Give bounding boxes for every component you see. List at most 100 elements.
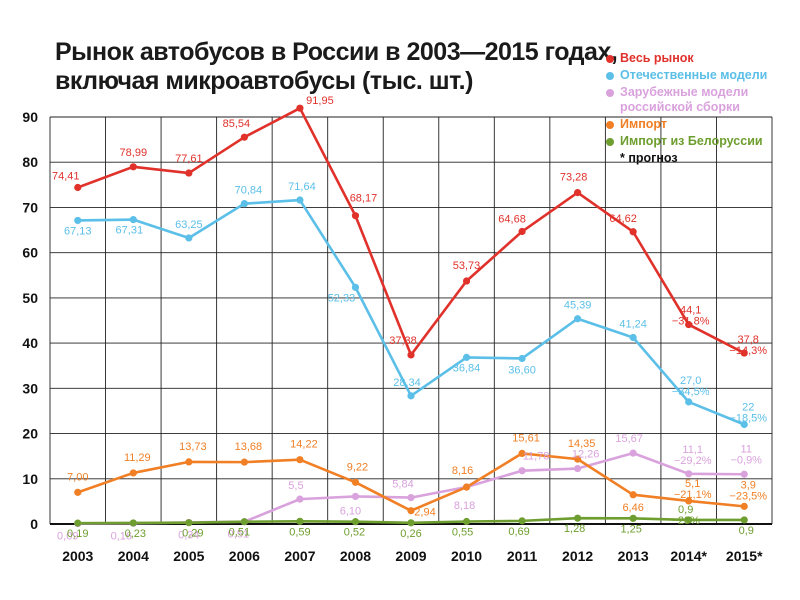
data-point (740, 502, 748, 510)
data-point (574, 455, 582, 463)
data-point (518, 517, 526, 525)
x-tick-label: 2015* (726, 548, 763, 564)
data-label: 9,22 (347, 461, 368, 473)
legend-marker-icon (606, 89, 614, 97)
data-label: 68,17 (350, 193, 378, 205)
y-tick-label: 40 (22, 335, 38, 351)
y-tick-label: 50 (22, 290, 38, 306)
series-lines (76, 106, 746, 525)
data-label: 41,24 (619, 319, 647, 331)
data-label: 0,26 (400, 528, 421, 540)
data-label: 14,35 (568, 438, 596, 450)
data-label: 28,34 (393, 377, 421, 389)
data-point (351, 492, 360, 501)
y-tick-label: 90 (22, 109, 38, 125)
data-label: 0,59 (289, 526, 310, 538)
data-point (740, 516, 748, 524)
data-point (296, 495, 304, 503)
data-labels: 74,41 78,99 77,61 85,54 91,95 68,17 37,38 53,73… (52, 95, 767, 542)
data-label: 44,1 −31,8% (672, 305, 710, 328)
data-point (74, 488, 82, 496)
data-point (129, 469, 137, 477)
data-label: 36,84 (453, 362, 481, 374)
legend-marker-icon (606, 72, 614, 80)
legend-marker-icon (606, 138, 614, 146)
data-point (518, 354, 526, 363)
y-tick-label: 0 (30, 516, 38, 532)
chart-title: Рынок автобусов в России в 2003—2015 год… (55, 38, 618, 96)
y-tick-label: 10 (22, 471, 38, 487)
x-tick-label: 2011 (507, 548, 538, 564)
data-label: 11,29 (124, 452, 151, 464)
data-point (685, 320, 693, 329)
data-point (74, 183, 82, 192)
data-point (462, 483, 471, 491)
data-point (629, 228, 637, 236)
chart-title-line-2: включая микроавтобусы (тыс. шт.) (55, 67, 473, 95)
data-point (462, 277, 471, 285)
data-label: 0,9 (739, 525, 754, 537)
data-point (685, 398, 693, 406)
data-point (407, 351, 415, 359)
data-label: 8,16 (452, 465, 473, 477)
legend-label: Зарубежные модели российской сборки (620, 85, 749, 114)
y-tick-label: 80 (22, 154, 38, 170)
data-label: 0,16 (111, 530, 132, 542)
data-label: 67,31 (116, 225, 144, 237)
data-label: 13,73 (179, 441, 207, 453)
data-label: 64,62 (609, 213, 637, 225)
data-label: 78,99 (120, 147, 148, 159)
data-label: 0,09 (57, 531, 78, 543)
data-label: 71,64 (288, 181, 316, 193)
data-label: 6,10 (340, 505, 361, 517)
data-point (407, 507, 415, 515)
data-point (407, 519, 415, 527)
x-tick-label: 2010 (451, 548, 482, 564)
x-tick-label: 2003 (62, 548, 93, 564)
legend-label: Импорт из Белоруссии (620, 134, 763, 148)
x-tick-label: 2009 (395, 548, 426, 564)
data-point (185, 234, 193, 242)
data-point (296, 517, 304, 525)
x-tick-label: 2012 (562, 548, 593, 564)
data-point (518, 467, 526, 475)
data-label: 0,34 (178, 529, 199, 541)
y-tick-label: 70 (22, 199, 38, 215)
legend-marker-icon (606, 55, 614, 63)
data-label: 11,1 −29,2% (674, 444, 712, 467)
data-point (685, 497, 693, 505)
data-label: 5,5 (288, 480, 303, 492)
data-label: 91,95 (306, 95, 334, 107)
data-point (574, 514, 582, 522)
legend-item: Весь рынок (606, 51, 796, 66)
legend: Весь рынок Отечественные модели Зарубежные… (606, 51, 796, 166)
data-label: 45,39 (564, 300, 592, 312)
series-line-1 (76, 198, 746, 426)
data-label: 7,00 (67, 471, 88, 483)
data-point (574, 189, 582, 197)
y-tick-label: 60 (22, 245, 38, 261)
data-label: 11 −0,9% (730, 443, 762, 466)
data-point (629, 333, 637, 342)
data-label: 36,60 (508, 364, 536, 376)
data-label: 22 −18,5% (729, 402, 767, 425)
data-label: 0,19 (67, 528, 88, 540)
data-point (296, 104, 304, 112)
data-label: 77,61 (175, 153, 203, 165)
x-tick-label: 2014* (670, 548, 707, 564)
data-label: 0,23 (125, 528, 146, 540)
data-point (185, 169, 193, 177)
data-label: 5,1 −21,1% (674, 478, 712, 501)
data-label: 64,68 (498, 214, 526, 226)
data-point (740, 420, 748, 429)
grid (49, 116, 773, 524)
chart-title-line-1: Рынок автобусов в России в 2003—2015 год… (55, 38, 618, 66)
data-label: 0,29 (182, 528, 203, 540)
data-point (240, 518, 248, 526)
data-point (462, 517, 471, 526)
data-point (129, 216, 137, 224)
legend-marker-icon (606, 121, 614, 129)
data-label: 1,28 (564, 523, 585, 535)
data-label: 0,51 (228, 529, 249, 541)
y-tick-label: 20 (22, 426, 38, 442)
